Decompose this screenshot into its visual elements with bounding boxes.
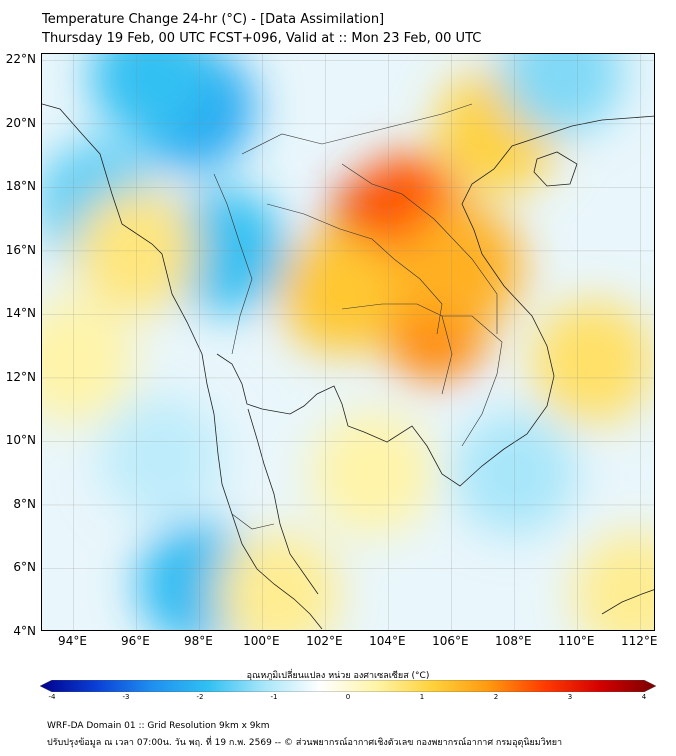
colorbar-tick-label: 0 [345,693,351,701]
border-myanmar-thailand [213,173,253,355]
colorbar-tick-label: -4 [48,693,56,701]
anomaly-blob-12 [531,300,654,425]
lon-tick-label: 94°E [58,634,87,648]
lon-tick-label: 112°E [621,634,658,648]
temperature-map [41,53,655,631]
lat-tick-label: 12°N [5,369,36,384]
colorbar-tick-label: 1 [419,693,425,701]
anomaly-blob-5 [279,230,404,355]
lon-tick-label: 110°E [558,634,595,648]
borneo-coastline [601,589,654,615]
lon-tick-label: 96°E [121,634,150,648]
colorbar-tick-label: 4 [641,693,647,701]
graticule [42,54,654,630]
colorbar-tick-label: -2 [196,693,204,701]
admin-borders [213,103,503,530]
border-thailand-laos [266,203,443,335]
colorbar-tick-label: -3 [122,693,130,701]
lat-tick-label: 16°N [5,242,36,257]
lat-tick-label: 22°N [5,52,36,67]
anomaly-blob-15 [571,531,654,630]
lon-tick-label: 106°E [432,634,469,648]
footer-model-info: WRF-DA Domain 01 :: Grid Resolution 9km … [47,721,270,731]
lat-tick-label: 14°N [5,306,36,321]
lon-tick-label: 102°E [306,634,343,648]
lon-tick-label: 98°E [183,634,213,648]
lat-tick-label: 6°N [13,560,36,575]
mainland-coastline [42,103,323,630]
hainan-island [533,151,578,187]
footer-update-info: ปรับปรุงข้อมูล ณ เวลา 07:00น. วัน พฤ. ที… [47,738,563,748]
anomaly-blob-3 [398,204,523,329]
map-title: Temperature Change 24-hr (°C) - [Data As… [42,12,385,27]
temperature-field [42,54,654,630]
border-china [241,103,473,155]
border-laos-vietnam [341,163,498,334]
colorbar-label: อุณหภูมิเปลี่ยนแปลง หน่วย องศาเซลเซียส (… [246,671,430,681]
colorbar [40,680,656,692]
anomaly-blob-19 [99,395,224,520]
lon-tick-label: 100°E [243,634,280,648]
anomaly-blob-14 [310,411,435,536]
border-malaysia [231,513,275,530]
colorbar-tick-label: -1 [270,693,278,701]
lon-tick-label: 104°E [369,634,406,648]
colorbar-ramp [40,680,656,692]
colorbar-tick-label: 2 [493,693,499,701]
anomaly-blob-7 [90,54,215,139]
coastlines [42,103,654,630]
anomaly-blob-16 [42,300,136,425]
lat-tick-label: 20°N [5,115,36,130]
lon-tick-label: 108°E [495,634,532,648]
anomaly-blob-11 [499,54,624,136]
colorbar-tick-label: 3 [567,693,573,701]
border-thailand-cambodia [341,303,453,395]
lat-tick-label: 4°N [13,624,36,638]
map-subtitle: Thursday 19 Feb, 00 UTC FCST+096, Valid … [42,31,482,46]
anomaly-blob-17 [216,531,341,630]
peninsula-east-coast [247,408,319,595]
border-cambodia-vietnam [442,315,503,447]
gulf-coastline [216,115,654,487]
map-canvas [42,54,654,630]
lat-tick-label: 8°N [13,496,36,511]
lat-tick-label: 10°N [5,433,36,448]
lat-tick-label: 18°N [5,179,36,194]
